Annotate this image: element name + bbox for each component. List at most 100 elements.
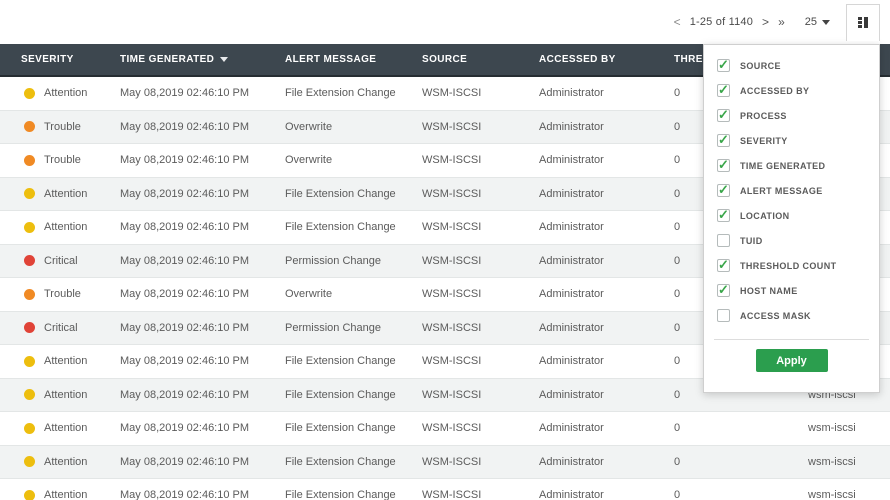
severity-label: Attention	[44, 355, 88, 368]
threshold-count-cell: 0	[674, 455, 681, 468]
pager: < 1-25 of 1140 > »	[674, 16, 785, 28]
accessed-by-cell: Administrator	[539, 455, 604, 468]
checkbox[interactable]	[717, 182, 730, 198]
page-size-dropdown[interactable]: 25	[805, 16, 830, 28]
severity-label: Attention	[44, 187, 88, 200]
checkbox[interactable]	[717, 82, 730, 98]
prev-page-icon[interactable]: <	[673, 15, 681, 29]
column-chooser-item[interactable]: ALERT MESSAGE	[704, 178, 879, 203]
column-chooser-panel: SOURCE ACCESSED BY PROCESS SEVERITY TIME…	[703, 44, 880, 393]
column-chooser-icon	[858, 17, 868, 28]
apply-button[interactable]: Apply	[755, 349, 828, 372]
column-header-source[interactable]: SOURCE	[420, 54, 537, 65]
severity-cell: Trouble	[0, 154, 118, 166]
column-chooser-item-label: ALERT MESSAGE	[740, 185, 823, 196]
threshold-count-cell: 0	[674, 154, 681, 167]
checkbox[interactable]	[717, 257, 730, 273]
alert-message-cell: File Extension Change	[285, 187, 396, 200]
severity-label: Trouble	[44, 120, 81, 133]
accessed-by-cell: Administrator	[539, 489, 604, 500]
threshold-count-cell: 0	[674, 87, 681, 100]
time-generated-cell: May 08,2019 02:46:10 PM	[120, 489, 250, 500]
time-generated-cell: May 08,2019 02:46:10 PM	[120, 187, 250, 200]
checkbox[interactable]	[717, 132, 730, 148]
column-chooser-item[interactable]: SOURCE	[704, 53, 879, 78]
checkbox[interactable]	[717, 309, 730, 322]
next-page-icon[interactable]: >	[762, 15, 770, 29]
accessed-by-cell: Administrator	[539, 355, 604, 368]
column-chooser-button[interactable]	[846, 3, 880, 41]
severity-dot	[24, 87, 35, 99]
column-chooser-item-label: ACCESS MASK	[740, 310, 811, 321]
severity-dot	[24, 422, 35, 434]
column-chooser-item[interactable]: SEVERITY	[704, 128, 879, 153]
severity-label: Trouble	[44, 154, 81, 167]
column-chooser-item[interactable]: PROCESS	[704, 103, 879, 128]
column-chooser-item[interactable]: THRESHOLD COUNT	[704, 253, 879, 278]
accessed-by-cell: Administrator	[539, 321, 604, 334]
column-chooser-item[interactable]: TUID	[704, 228, 879, 253]
alert-message-cell: File Extension Change	[285, 355, 396, 368]
threshold-count-cell: 0	[674, 288, 681, 301]
table-row[interactable]: Attention May 08,2019 02:46:10 PM File E…	[0, 445, 890, 479]
severity-dot	[24, 489, 35, 500]
alert-message-cell: Overwrite	[285, 154, 333, 167]
checkbox[interactable]	[717, 57, 730, 73]
checkbox[interactable]	[717, 157, 730, 173]
column-header-alert-message[interactable]: ALERT MESSAGE	[283, 54, 420, 65]
column-chooser-item[interactable]: HOST NAME	[704, 278, 879, 303]
page-size-value: 25	[804, 16, 817, 28]
severity-cell: Attention	[0, 221, 118, 233]
source-cell: WSM-ISCSI	[422, 120, 482, 133]
checkbox[interactable]	[717, 234, 730, 247]
time-generated-cell: May 08,2019 02:46:10 PM	[120, 422, 250, 435]
checkbox[interactable]	[717, 107, 730, 123]
column-header-severity[interactable]: SEVERITY	[0, 54, 118, 65]
severity-cell: Critical	[0, 255, 118, 267]
severity-dot	[24, 288, 35, 300]
time-generated-cell: May 08,2019 02:46:10 PM	[120, 87, 250, 100]
severity-dot	[24, 188, 35, 200]
column-chooser-item[interactable]: ACCESSED BY	[704, 78, 879, 103]
table-row[interactable]: Attention May 08,2019 02:46:10 PM File E…	[0, 479, 890, 500]
source-cell: WSM-ISCSI	[422, 422, 482, 435]
accessed-by-cell: Administrator	[539, 87, 604, 100]
severity-dot	[24, 255, 35, 267]
severity-dot	[24, 456, 35, 468]
column-header-label: ALERT MESSAGE	[285, 54, 377, 65]
column-chooser-item-label: TIME GENERATED	[740, 160, 826, 171]
threshold-count-cell: 0	[674, 489, 681, 500]
threshold-count-cell: 0	[674, 355, 681, 368]
alert-message-cell: File Extension Change	[285, 455, 396, 468]
accessed-by-cell: Administrator	[539, 422, 604, 435]
checkbox[interactable]	[717, 207, 730, 223]
column-chooser-item[interactable]: LOCATION	[704, 203, 879, 228]
severity-cell: Attention	[0, 422, 118, 434]
column-chooser-item[interactable]: ACCESS MASK	[704, 303, 879, 328]
time-generated-cell: May 08,2019 02:46:10 PM	[120, 254, 250, 267]
severity-dot	[24, 322, 35, 334]
time-generated-cell: May 08,2019 02:46:10 PM	[120, 321, 250, 334]
severity-cell: Attention	[0, 355, 118, 367]
severity-cell: Attention	[0, 389, 118, 401]
table-row[interactable]: Attention May 08,2019 02:46:10 PM File E…	[0, 378, 890, 412]
time-generated-cell: May 08,2019 02:46:10 PM	[120, 388, 250, 401]
table-row[interactable]: Attention May 08,2019 02:46:10 PM File E…	[0, 412, 890, 446]
threshold-count-cell: 0	[674, 321, 681, 334]
column-chooser-item-label: SEVERITY	[740, 135, 788, 146]
severity-label: Attention	[44, 455, 88, 468]
alert-message-cell: Overwrite	[285, 288, 333, 301]
column-chooser-item[interactable]: TIME GENERATED	[704, 153, 879, 178]
time-generated-cell: May 08,2019 02:46:10 PM	[120, 455, 250, 468]
column-header-label: SOURCE	[422, 54, 468, 65]
column-header-accessed-by[interactable]: ACCESSED BY	[537, 54, 672, 65]
threshold-count-cell: 0	[674, 254, 681, 267]
column-header-time-generated[interactable]: TIME GENERATED	[118, 54, 283, 65]
panel-divider	[714, 339, 869, 340]
severity-label: Critical	[44, 254, 78, 267]
checkbox[interactable]	[717, 282, 730, 298]
severity-cell: Attention	[0, 489, 118, 500]
time-generated-cell: May 08,2019 02:46:10 PM	[120, 154, 250, 167]
last-page-icon[interactable]: »	[778, 15, 785, 29]
